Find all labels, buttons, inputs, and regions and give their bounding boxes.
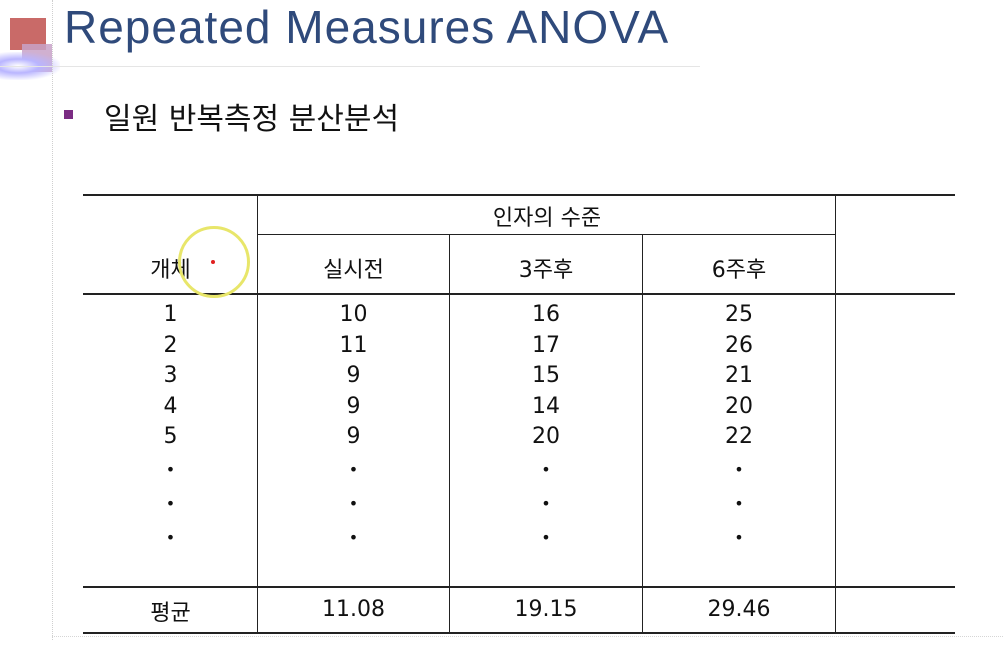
value-cell: 14 <box>532 393 560 419</box>
value-cell: 17 <box>532 332 560 358</box>
value-cell: 20 <box>532 424 560 449</box>
ellipsis-dot: • <box>348 493 359 513</box>
value-cell: 20 <box>725 393 753 419</box>
value-cell: 15 <box>532 363 560 388</box>
subject-cell: 4 <box>163 393 178 419</box>
decor-bottom-rule <box>52 636 1003 637</box>
subject-cell: 3 <box>163 363 178 388</box>
table-top-border <box>83 194 955 196</box>
ellipsis-dot: • <box>165 527 176 547</box>
level2-divider <box>449 234 450 634</box>
right-column-divider <box>835 194 836 634</box>
header-level-3: 6주후 <box>711 258 767 283</box>
ellipsis-dot: • <box>165 493 176 513</box>
header-bottom-border <box>83 293 955 295</box>
mean-value: 19.15 <box>514 597 578 622</box>
ellipsis-dot: • <box>734 459 744 479</box>
subject-cell: 1 <box>163 302 178 327</box>
level-1-column: 10 11 9 9 9 • • • <box>258 300 449 555</box>
slide-title: Repeated Measures ANOVA <box>64 1 670 53</box>
ellipsis-dot: • <box>734 527 744 547</box>
subject-cell: 2 <box>163 332 178 358</box>
mean-value: 11.08 <box>322 597 385 622</box>
header-factor-levels: 인자의 수준 <box>492 206 602 231</box>
factor-header-divider <box>258 234 836 235</box>
table-bottom-border <box>83 632 955 634</box>
square-bullet-icon <box>64 110 73 119</box>
subject-cell: 5 <box>163 424 178 449</box>
value-cell: 21 <box>725 363 753 388</box>
ellipsis-dot: • <box>541 493 551 513</box>
subject-column: 1 2 3 4 5 • • • <box>84 300 257 555</box>
ellipsis-dot: • <box>348 459 359 479</box>
mean-value: 29.46 <box>707 597 771 622</box>
decor-title-rule <box>0 66 700 67</box>
value-cell: 11 <box>339 332 368 358</box>
header-level-1: 실시전 <box>323 258 384 283</box>
value-cell: 25 <box>725 302 753 327</box>
level-2-column: 16 17 15 14 20 • • • <box>450 300 642 555</box>
level3-divider <box>642 234 643 634</box>
value-cell: 10 <box>339 302 368 327</box>
value-cell: 9 <box>346 393 361 419</box>
value-cell: 22 <box>725 424 753 449</box>
value-cell: 16 <box>532 302 560 327</box>
ellipsis-dot: • <box>165 459 176 479</box>
ellipsis-dot: • <box>734 493 744 513</box>
mean-row-top-border <box>83 586 955 588</box>
decor-vertical-guide <box>52 0 54 640</box>
header-level-2: 3주후 <box>518 258 574 283</box>
value-cell: 9 <box>346 424 361 449</box>
bullet-text: 일원 반복측정 분산분석 <box>104 102 400 137</box>
pointer-highlight-ring <box>178 226 250 298</box>
level-3-column: 25 26 21 20 22 • • • <box>643 300 835 555</box>
laser-pointer-dot <box>211 260 215 264</box>
ellipsis-dot: • <box>348 527 359 547</box>
subject-column-divider <box>257 194 258 634</box>
value-cell: 26 <box>725 332 753 358</box>
value-cell: 9 <box>346 363 361 388</box>
mean-label: 평균 <box>150 601 191 626</box>
ellipsis-dot: • <box>541 527 551 547</box>
ellipsis-dot: • <box>541 459 551 479</box>
